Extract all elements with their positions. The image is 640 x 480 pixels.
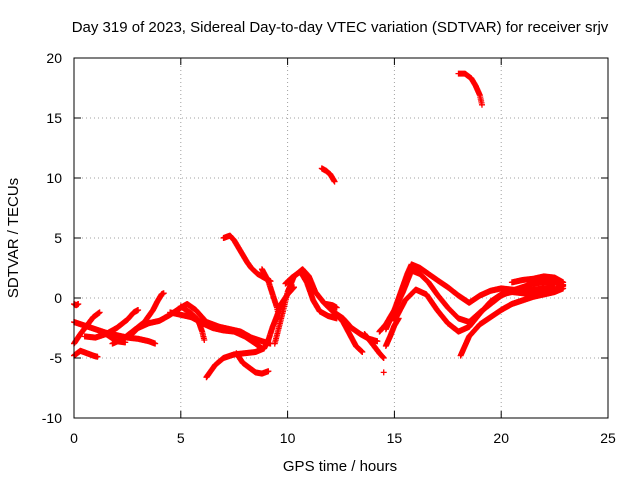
y-tick-label: -5: [50, 350, 63, 366]
series-track-t: [361, 331, 387, 376]
y-tick-label: 10: [46, 170, 62, 186]
y-tick-label: -10: [42, 410, 62, 426]
series-track-l: [233, 350, 272, 377]
y-tick-label: 20: [46, 50, 62, 66]
series-track-y: [457, 283, 567, 359]
x-tick-label: 10: [280, 430, 296, 446]
data-point-markers: [323, 301, 340, 311]
series-track-r: [331, 309, 366, 355]
data-point-markers: [318, 165, 338, 185]
series-track-i: [167, 309, 265, 352]
data-point-markers: [457, 283, 567, 359]
data-point-markers: [167, 309, 265, 352]
series-track-x: [382, 315, 402, 349]
data-point-markers: [233, 350, 272, 377]
data-point-markers: [508, 273, 567, 286]
chart-title: Day 319 of 2023, Sidereal Day-to-day VTE…: [72, 19, 609, 36]
y-tick-label: 15: [46, 110, 62, 126]
series-track-aa: [455, 70, 485, 108]
series-track-f: [103, 307, 142, 337]
x-tick-label: 20: [493, 430, 509, 446]
axis-ticks: 0 5 10 15 20 25 -10 -5 0 5 10 15 20: [42, 50, 616, 446]
data-point-markers: [103, 307, 142, 337]
data-point-markers: [71, 301, 82, 309]
series-track-q: [323, 301, 340, 311]
data-series: [71, 70, 567, 381]
data-point-markers: [177, 303, 208, 343]
x-tick-label: 25: [600, 430, 616, 446]
series-track-s: [318, 165, 338, 185]
x-tick-label: 5: [177, 430, 185, 446]
x-axis-label: GPS time / hours: [283, 458, 397, 475]
x-tick-label: 0: [70, 430, 78, 446]
y-axis-label: SDTVAR / TECUs: [5, 178, 22, 298]
data-point-markers: [455, 70, 485, 108]
data-point-markers: [258, 266, 283, 321]
data-point-markers: [282, 268, 340, 322]
data-point-markers: [331, 309, 366, 355]
series-track-j: [177, 303, 208, 343]
grid: [74, 58, 608, 418]
series-track-z: [508, 273, 567, 286]
y-tick-label: 5: [54, 230, 62, 246]
data-point-markers: [382, 315, 402, 349]
series-track-p: [282, 268, 340, 322]
y-tick-label: 0: [54, 290, 62, 306]
data-point-markers: [361, 331, 387, 376]
series-track-a: [71, 301, 82, 309]
x-tick-label: 15: [387, 430, 403, 446]
series-track-n: [258, 266, 283, 321]
